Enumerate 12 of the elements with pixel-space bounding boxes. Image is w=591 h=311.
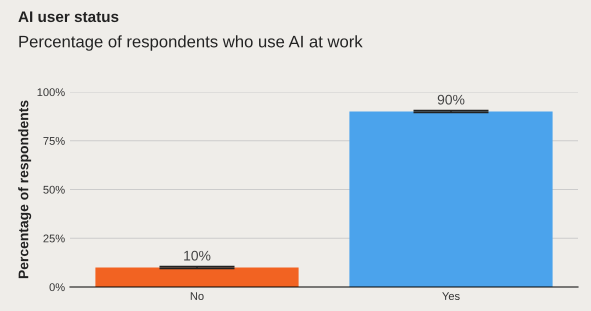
y-tick-label: 50% [43, 186, 65, 194]
y-tick-label: 0% [50, 283, 65, 292]
y-tick-label: 25% [43, 234, 65, 242]
chart-subtitle: Percentage of respondents who use AI at work [19, 35, 363, 51]
data-label: 10% [184, 250, 210, 261]
y-tick-label: 100% [38, 88, 65, 96]
x-tick-label: Yes [442, 292, 460, 300]
y-axis-title: Percentage of respondents [18, 100, 32, 278]
y-tick-label: 75% [43, 137, 65, 145]
chart-title: AI user status [18, 11, 118, 22]
x-tick-label: No [190, 292, 204, 300]
data-label: 90% [438, 94, 464, 105]
